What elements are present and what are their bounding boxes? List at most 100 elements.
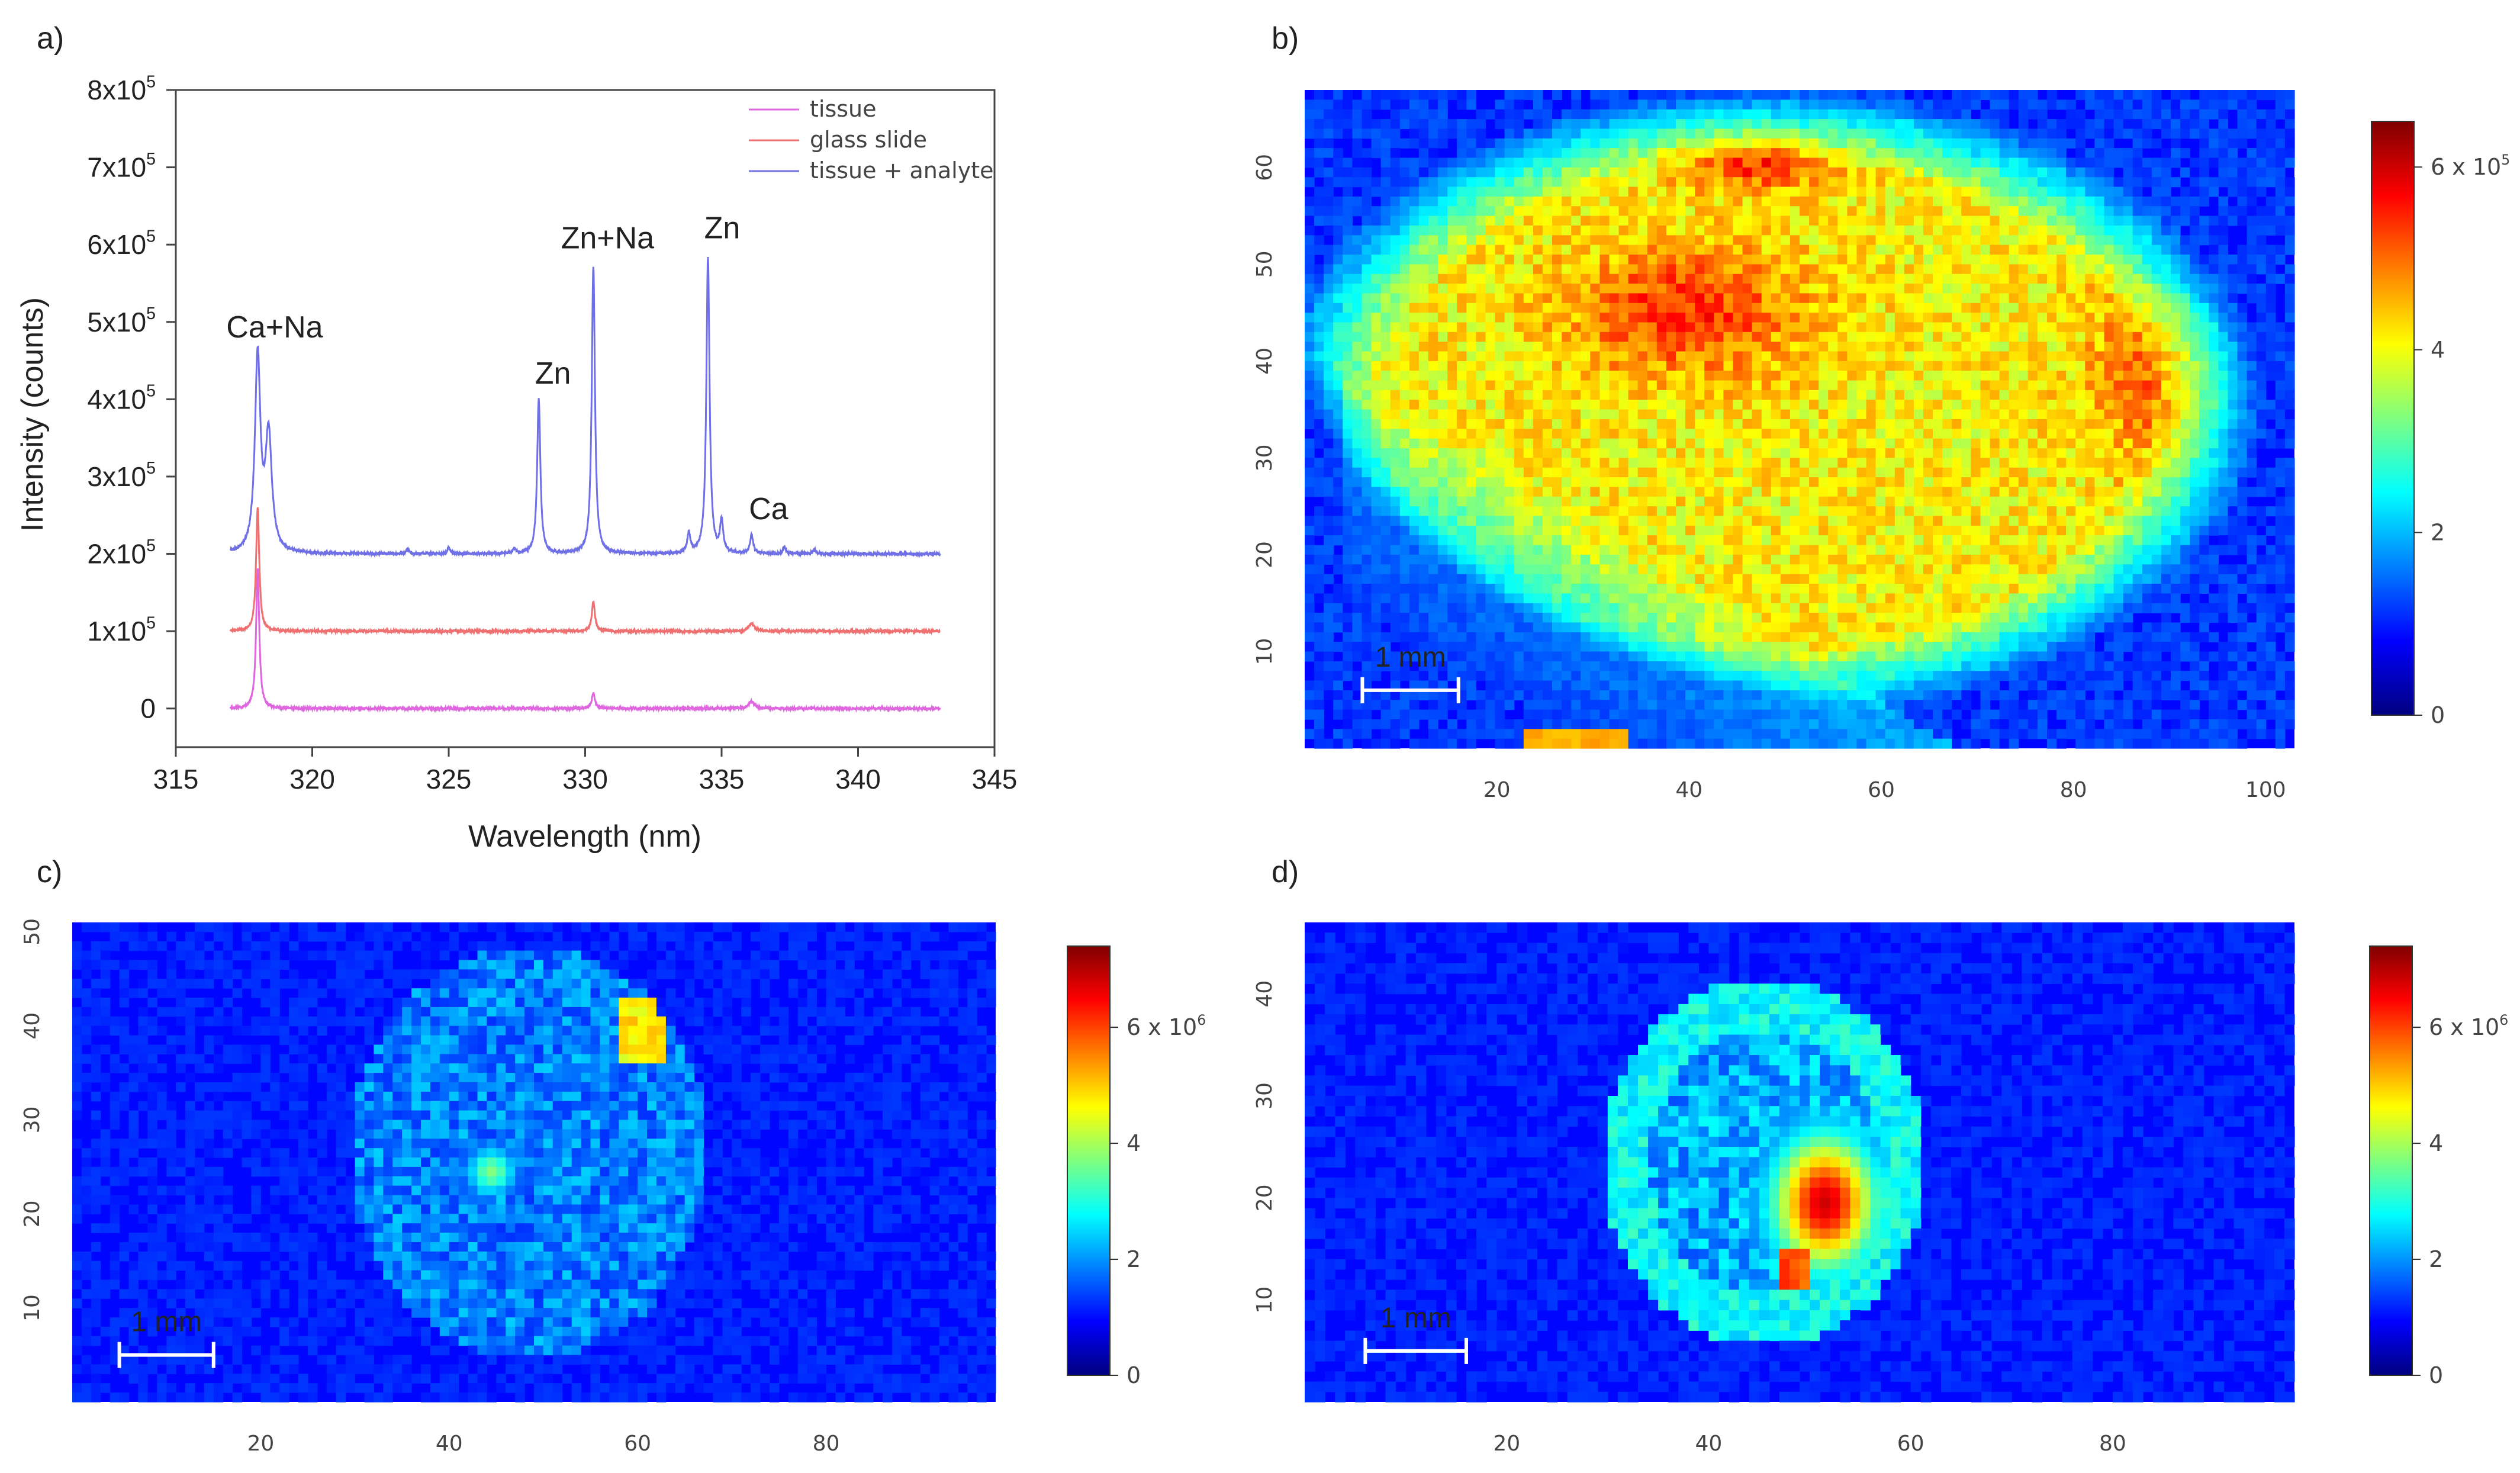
heatmap-cell <box>1771 196 1781 207</box>
heatmap-cell <box>2275 128 2286 139</box>
x-tick-label: 345 <box>972 764 1018 795</box>
heatmap-cell <box>1742 109 1753 120</box>
heatmap-cell <box>1562 235 1572 246</box>
heatmap-cell <box>1362 361 1372 371</box>
heatmap-cell <box>1647 516 1658 526</box>
heatmap-cell <box>2075 487 2085 497</box>
heatmap-cell <box>2284 303 2295 313</box>
heatmap-cell <box>1314 293 1324 304</box>
heatmap-cell <box>2209 332 2219 342</box>
heatmap-cell <box>2151 351 2162 362</box>
heatmap-cell <box>1761 332 1772 342</box>
heatmap-cell <box>1714 206 1724 217</box>
heatmap-cell <box>1742 148 1753 159</box>
heatmap-cell <box>1971 225 1981 236</box>
heatmap-cell <box>1752 90 1762 100</box>
heatmap-cell <box>2275 255 2286 265</box>
heatmap-cell <box>1495 313 1505 323</box>
heatmap-cell <box>1980 458 1991 468</box>
heatmap-cell <box>1581 109 1591 120</box>
heatmap-cell <box>1343 438 1353 449</box>
heatmap-cell <box>2056 409 2067 420</box>
heatmap-cell <box>1371 419 1382 429</box>
heatmap-cell <box>1343 119 1353 130</box>
heatmap-cell <box>1923 167 1933 178</box>
heatmap-cell <box>1581 351 1591 362</box>
heatmap-cell <box>1676 506 1686 517</box>
heatmap-cell <box>2066 332 2076 342</box>
heatmap-cell <box>1875 322 1886 333</box>
heatmap-cell <box>1504 429 1515 439</box>
heatmap-cell <box>2209 419 2219 429</box>
heatmap-cell <box>2284 245 2295 255</box>
heatmap-cell <box>1828 351 1838 362</box>
heatmap-cell <box>2218 545 2229 555</box>
heatmap-cell <box>1647 235 1658 246</box>
heatmap-cell <box>1952 206 1962 217</box>
heatmap-cell <box>1324 206 1334 217</box>
heatmap-cell <box>1333 284 1343 294</box>
heatmap-cell <box>1780 419 1791 429</box>
heatmap-cell <box>1409 119 1420 130</box>
heatmap-cell <box>2190 157 2200 168</box>
heatmap-cell <box>1466 255 1476 265</box>
heatmap-cell <box>1933 458 1943 468</box>
heatmap-cell <box>1418 332 1429 342</box>
heatmap-cell <box>2009 342 2019 352</box>
heatmap-cell <box>1904 109 1914 120</box>
heatmap-cell <box>1980 322 1991 333</box>
heatmap-cell <box>1352 245 1363 255</box>
heatmap-cell <box>1990 332 2000 342</box>
heatmap-cell <box>1942 477 1952 488</box>
heatmap-cell <box>1399 448 1410 459</box>
heatmap-cell <box>2027 206 2038 217</box>
heatmap-cell <box>1676 429 1686 439</box>
y-tick-label: 3x105 <box>87 459 156 492</box>
heatmap-cell <box>1704 390 1714 400</box>
heatmap-cell <box>1942 351 1952 362</box>
heatmap-cell <box>1647 99 1658 110</box>
heatmap-cell <box>1961 303 1971 313</box>
heatmap-cell <box>2113 458 2124 468</box>
heatmap-cell <box>1809 90 1819 100</box>
heatmap-cell <box>1780 109 1791 120</box>
heatmap-cell <box>1866 400 1877 410</box>
heatmap-cell <box>1562 255 1572 265</box>
heatmap-cell <box>1495 303 1505 313</box>
heatmap-cell <box>1324 438 1334 449</box>
heatmap-cell <box>2151 293 2162 304</box>
heatmap-cell <box>1438 516 1448 526</box>
spectrum-series <box>229 257 941 713</box>
heatmap-cell <box>2256 419 2267 429</box>
heatmap-cell <box>2190 332 2200 342</box>
heatmap-cell <box>1723 90 1734 100</box>
heatmap-cell <box>1904 332 1914 342</box>
heatmap-cell <box>1856 419 1867 429</box>
heatmap-cell <box>1885 225 1895 236</box>
heatmap-cell <box>1752 535 1762 546</box>
heatmap-cell <box>1894 361 1905 371</box>
heatmap-cell <box>1923 119 1933 130</box>
heatmap-cell <box>1590 545 1600 555</box>
heatmap-cell <box>2027 157 2038 168</box>
heatmap-cell <box>1894 264 1905 275</box>
heatmap-cell <box>1343 390 1353 400</box>
heatmap-cell <box>1961 322 1971 333</box>
heatmap-cell <box>1542 284 1553 294</box>
heatmap-cell <box>1533 157 1543 168</box>
heatmap-cell <box>1371 99 1382 110</box>
heatmap-cell <box>1590 138 1600 149</box>
heatmap-cell <box>1856 361 1867 371</box>
heatmap-cell <box>1790 467 1800 478</box>
heatmap-cell <box>2113 293 2124 304</box>
heatmap-cell <box>1666 380 1676 391</box>
heatmap-cell <box>1343 496 1353 507</box>
heatmap-cell <box>2247 293 2257 304</box>
heatmap-cell <box>1571 138 1581 149</box>
heatmap-cell <box>1894 487 1905 497</box>
heatmap-cell <box>1837 148 1848 159</box>
heatmap-cell <box>1942 400 1952 410</box>
heatmap-cell <box>2218 206 2229 217</box>
heatmap-cell <box>1571 177 1581 188</box>
heatmap-cell <box>1685 477 1695 488</box>
